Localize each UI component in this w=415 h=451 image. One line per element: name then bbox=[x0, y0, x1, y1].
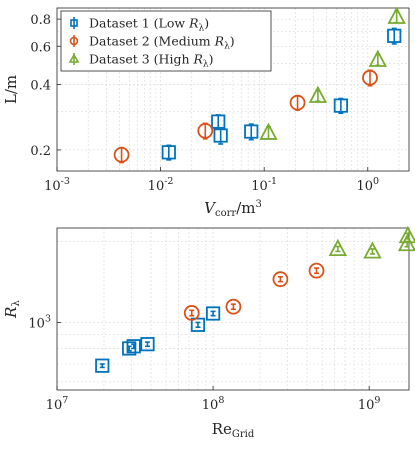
x-tick-label: 10-3 bbox=[44, 176, 70, 194]
data-point bbox=[126, 339, 141, 354]
data-point bbox=[387, 28, 402, 43]
x-tick-label: 109 bbox=[358, 395, 381, 413]
y-axis-label: L/m bbox=[2, 75, 20, 104]
legend-marker bbox=[69, 36, 79, 46]
data-point bbox=[308, 262, 325, 279]
series-2 bbox=[113, 69, 378, 164]
data-point bbox=[244, 124, 259, 139]
series-1 bbox=[161, 27, 402, 161]
series-2 bbox=[183, 262, 325, 321]
data-point bbox=[308, 85, 328, 103]
plot-frame bbox=[56, 227, 410, 391]
data-point bbox=[362, 69, 378, 86]
data-point bbox=[95, 358, 110, 373]
x-tick-label: 10-2 bbox=[148, 176, 174, 194]
y-tick-label: 0.6 bbox=[30, 40, 51, 55]
legend-label: Dataset 2 (Medium Rλ) bbox=[89, 34, 235, 52]
data-point bbox=[190, 317, 206, 332]
legend-label: Dataset 3 (High Rλ) bbox=[89, 52, 214, 70]
x-tick-label: 107 bbox=[46, 395, 69, 413]
data-point bbox=[363, 241, 382, 259]
data-point bbox=[205, 306, 221, 321]
legend-box bbox=[60, 10, 272, 72]
data-point bbox=[368, 49, 388, 67]
legend: Dataset 1 (Low Rλ)Dataset 2 (Medium Rλ)D… bbox=[60, 10, 272, 72]
legend-marker bbox=[68, 53, 80, 63]
y-tick-label: 0.2 bbox=[30, 144, 51, 159]
chart-panel-1: 10-3 10-2 10-1 100 0.2 0.4 0.6 0.8 Vcorr/m3 L/m Da… bbox=[2, 6, 410, 219]
data-point bbox=[259, 122, 278, 140]
series-3 bbox=[328, 225, 415, 259]
series-3 bbox=[259, 6, 406, 140]
data-point bbox=[140, 337, 155, 352]
data-point bbox=[161, 145, 176, 160]
y-tick-label: 103 bbox=[28, 313, 51, 331]
data-point bbox=[289, 94, 306, 111]
legend-label: Dataset 1 (Low Rλ) bbox=[89, 16, 209, 34]
y-axis-label: Rλ bbox=[2, 300, 22, 319]
data-point bbox=[333, 98, 348, 113]
y-tick-label: 0.4 bbox=[30, 79, 51, 94]
x-tick-label: 10-1 bbox=[251, 176, 277, 194]
series-1 bbox=[95, 306, 221, 373]
data-point bbox=[328, 238, 348, 257]
x-tick-label: 100 bbox=[356, 176, 379, 194]
data-point bbox=[113, 146, 130, 163]
y-tick-label: 0.8 bbox=[30, 13, 51, 28]
data-point bbox=[213, 128, 228, 143]
x-axis-label: Vcorr/m3 bbox=[204, 199, 262, 219]
data-point bbox=[272, 271, 289, 288]
data-point bbox=[183, 305, 200, 321]
plot-frame bbox=[56, 7, 410, 172]
x-axis-label: ReGrid bbox=[212, 420, 255, 440]
data-point bbox=[398, 225, 415, 244]
legend-marker bbox=[70, 19, 78, 27]
chart-panel-2: 107 108 109 103 ReGrid Rλ bbox=[2, 225, 415, 440]
data-point bbox=[225, 298, 242, 315]
data-point bbox=[387, 6, 406, 24]
x-tick-label: 108 bbox=[202, 395, 225, 413]
data-point bbox=[197, 122, 214, 139]
